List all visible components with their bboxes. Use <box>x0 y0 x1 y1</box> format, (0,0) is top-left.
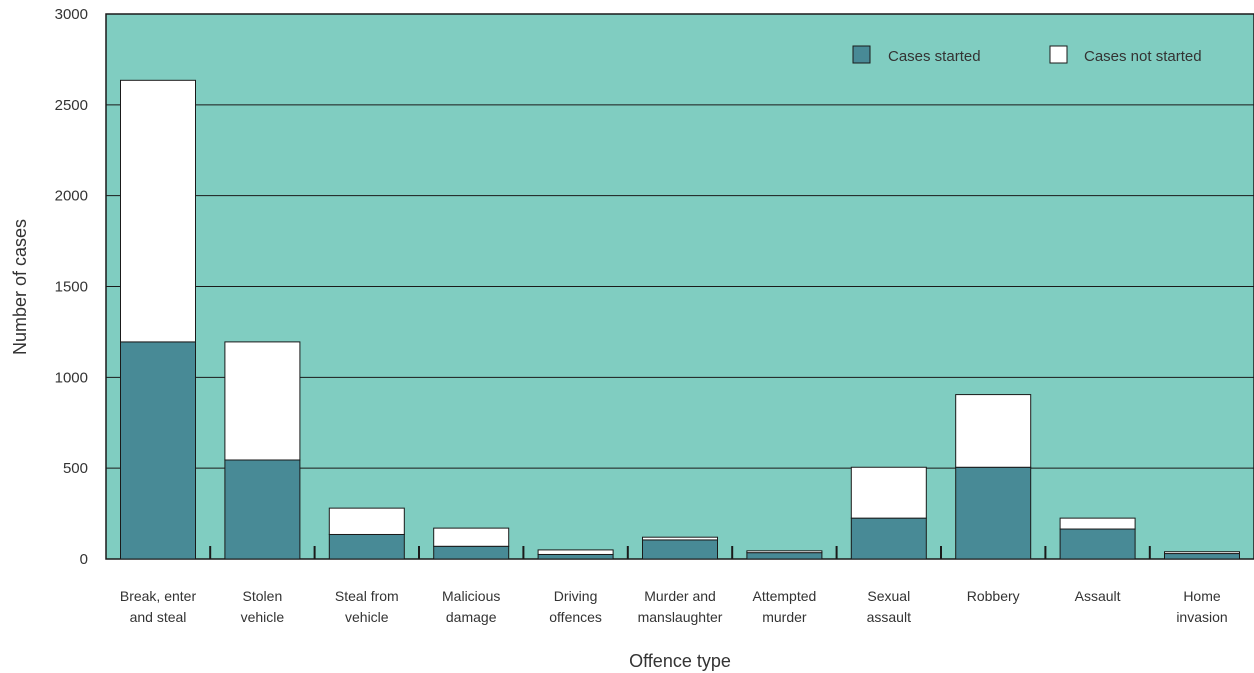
category-label: Home invasion <box>1176 588 1227 625</box>
bar-cases-not-started <box>537 549 614 555</box>
category-label: Sexual assault <box>867 588 911 625</box>
legend: Cases started Cases not started <box>852 45 1202 65</box>
category-label-line: Home <box>1183 588 1221 604</box>
category-label-line: Attempted <box>752 588 816 604</box>
bar-cases-not-started <box>433 527 510 547</box>
bar-cases-started <box>1164 553 1240 560</box>
category-label: Driving offences <box>549 588 602 625</box>
category-label-line: offences <box>549 609 602 625</box>
category-label-line: manslaughter <box>638 609 723 625</box>
bar-cases-started <box>120 341 196 560</box>
category-label-line: murder <box>762 609 807 625</box>
category-label-line: Murder and <box>644 588 716 604</box>
category-label-line: Stolen <box>243 588 283 604</box>
category-label: Attempted murder <box>752 588 816 625</box>
y-tick-label: 1000 <box>55 369 88 386</box>
category-label-line: Steal from <box>335 588 399 604</box>
category-label-line: Driving <box>554 588 598 604</box>
bar-cases-not-started <box>850 466 927 519</box>
legend-label-cases-started: Cases started <box>888 48 981 65</box>
bar-cases-not-started <box>955 394 1032 468</box>
legend-label-cases-not-started: Cases not started <box>1084 48 1202 65</box>
category-label: Steal from vehicle <box>335 588 399 625</box>
category-label-line: assault <box>867 609 911 625</box>
category-label: Malicious damage <box>442 588 500 625</box>
category-label: Assault <box>1075 588 1121 604</box>
category-label-line: vehicle <box>345 609 389 625</box>
bars <box>120 79 1240 560</box>
bar-cases-started <box>642 539 718 560</box>
bar-cases-not-started <box>746 550 823 554</box>
bar-cases-not-started <box>642 536 718 541</box>
legend-swatch-cases-not-started <box>1049 45 1068 64</box>
category-label: Break, enter and steal <box>120 588 197 625</box>
bar-cases-started <box>537 553 614 560</box>
x-tick-marks <box>209 546 1151 559</box>
category-label-line: damage <box>446 609 497 625</box>
category-label: Stolen vehicle <box>241 588 285 625</box>
category-label: Murder and manslaughter <box>638 588 723 625</box>
y-tick-label: 500 <box>63 460 88 477</box>
category-label-line: Robbery <box>967 588 1020 604</box>
category-label-line: Break, enter <box>120 588 197 604</box>
bar-cases-started <box>1059 528 1136 560</box>
bar-cases-not-started <box>120 79 196 343</box>
y-tick-label: 0 <box>80 551 88 568</box>
x-axis-title: Offence type <box>629 651 731 671</box>
bar-cases-started <box>955 466 1032 560</box>
category-label-line: Malicious <box>442 588 500 604</box>
legend-swatch-cases-started <box>852 45 871 64</box>
bar-cases-started <box>850 517 927 560</box>
y-tick-label: 2500 <box>55 97 88 114</box>
category-label-line: invasion <box>1176 609 1227 625</box>
bar-cases-not-started <box>1164 551 1240 555</box>
bar-cases-not-started <box>328 507 405 535</box>
bar-cases-not-started <box>1059 517 1136 530</box>
y-tick-labels: 0 500 1000 1500 2000 2500 3000 <box>55 6 88 568</box>
category-label-line: vehicle <box>241 609 285 625</box>
category-label-line: Assault <box>1075 588 1121 604</box>
bar-cases-started <box>746 552 823 560</box>
y-tick-label: 1500 <box>55 279 88 296</box>
bar-cases-started <box>433 545 510 560</box>
y-axis-title: Number of cases <box>10 219 30 355</box>
y-tick-label: 3000 <box>55 6 88 23</box>
category-label-line: Sexual <box>867 588 910 604</box>
bar-cases-started <box>328 533 405 560</box>
bar-cases-started <box>224 459 301 560</box>
category-label: Robbery <box>967 588 1020 604</box>
bar-cases-not-started <box>224 341 301 461</box>
category-label-line: and steal <box>130 609 187 625</box>
y-tick-label: 2000 <box>55 188 88 205</box>
